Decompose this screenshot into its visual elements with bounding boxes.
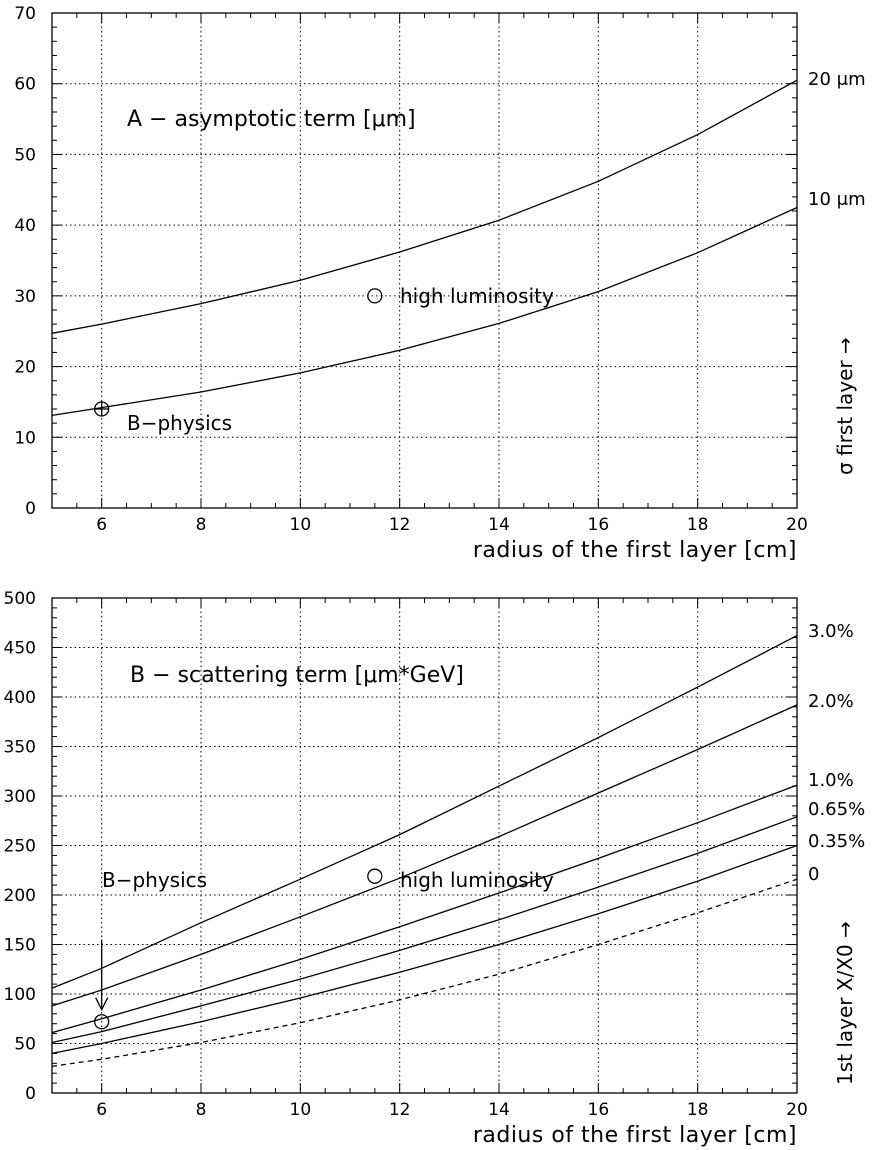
y-tick-label: 20 [14,358,36,378]
tick-labels: 6 8 10 12 14 16 18 20 0 10 20 30 40 50 60 70 [14,4,807,535]
arrow-head [95,997,109,1012]
x-tick-label: 12 [389,515,411,535]
series-label-0-65pct: 0.65% [808,799,865,820]
series-line-0 [51,878,798,1067]
y-tick-label: 50 [14,1035,36,1055]
panel-scattering-term: 6 8 10 12 14 16 18 2005010015020025030035040045… [4,589,866,1148]
tick-labels: 6 8 10 12 14 16 18 2005010015020025030035040045… [4,589,808,1120]
annotation-high-luminosity: high luminosity [400,868,554,892]
x-tick-label: 20 [786,1100,808,1120]
x-tick-label: 6 [96,1100,107,1120]
y-tick-label: 250 [4,837,36,857]
series-line-2-0 [51,704,798,1007]
y-tick-label: 0 [25,499,36,519]
series-label-2-0pct: 2.0% [808,691,854,712]
series-label-1-0pct: 1.0% [808,770,854,791]
panel-asymptotic-term: 6 8 10 12 14 16 18 20 0 10 20 30 40 50 60 70 A − asympt… [14,4,865,563]
y-tick-label: 500 [4,589,36,609]
x-tick-label: 8 [196,515,207,535]
x-tick-label: 16 [588,1100,610,1120]
panel-title: A − asymptotic term [μm] [127,107,416,132]
y-tick-label: 450 [4,639,36,659]
y-tick-label: 150 [4,936,36,956]
marker-circle [367,288,383,304]
y-tick-label: 60 [14,75,36,95]
series-lines [51,79,798,417]
annotation-markers [94,288,383,417]
x-axis-title: radius of the first layer [cm] [473,538,797,563]
y-tick-label: 70 [14,4,36,24]
x-tick-label: 14 [488,1100,510,1120]
series-line-3-0 [51,635,798,989]
series-label-0-35pct: 0.35% [808,831,865,852]
x-tick-label: 14 [488,515,510,535]
annotation-high-luminosity: high luminosity [400,284,554,308]
x-tick-label: 16 [588,515,610,535]
x-tick-label: 18 [687,515,709,535]
y-tick-label: 0 [25,1084,36,1104]
marker-circle [94,1014,110,1030]
plot-frame [51,597,798,1094]
annotation-b-physics: B−physics [127,411,232,435]
grid-lines [52,598,797,1093]
series-lines [51,635,798,1067]
series-line-20-m [51,79,798,334]
tick-marks [51,597,798,1094]
grid-lines [52,13,797,508]
y-tick-label: 200 [4,886,36,906]
y-tick-label: 30 [14,287,36,307]
x-tick-label: 6 [96,515,107,535]
y-tick-label: 300 [4,787,36,807]
y-axis-title: 1st layer X/X0 → [833,921,857,1085]
series-label-0: 0 [808,864,819,885]
series-line-0-35 [51,844,798,1055]
series-label-20um: 20 μm [808,69,866,90]
series-line-0-65 [51,816,798,1044]
series-label-10um: 10 μm [808,189,866,210]
series-line-1-0 [51,784,798,1034]
y-axis-title: σ first layer → [833,337,857,475]
x-tick-label: 12 [389,1100,411,1120]
series-line-10-m [51,206,798,417]
plot-frame [51,12,798,509]
x-tick-label: 8 [196,1100,207,1120]
annotation-b-physics: B−physics [102,868,207,892]
panel-title: B − scattering term [μm*GeV] [130,663,464,688]
series-label-3-0pct: 3.0% [808,621,854,642]
y-tick-label: 10 [14,428,36,448]
y-tick-label: 100 [4,985,36,1005]
x-tick-label: 18 [687,1100,709,1120]
annotation-markers [94,868,383,1030]
x-tick-label: 10 [290,515,312,535]
x-tick-label: 10 [290,1100,312,1120]
marker-circle [367,868,383,884]
y-tick-label: 350 [4,738,36,758]
x-tick-label: 20 [786,515,808,535]
x-axis-title: radius of the first layer [cm] [473,1123,797,1148]
y-tick-label: 50 [14,145,36,165]
y-tick-label: 40 [14,216,36,236]
y-tick-label: 400 [4,688,36,708]
